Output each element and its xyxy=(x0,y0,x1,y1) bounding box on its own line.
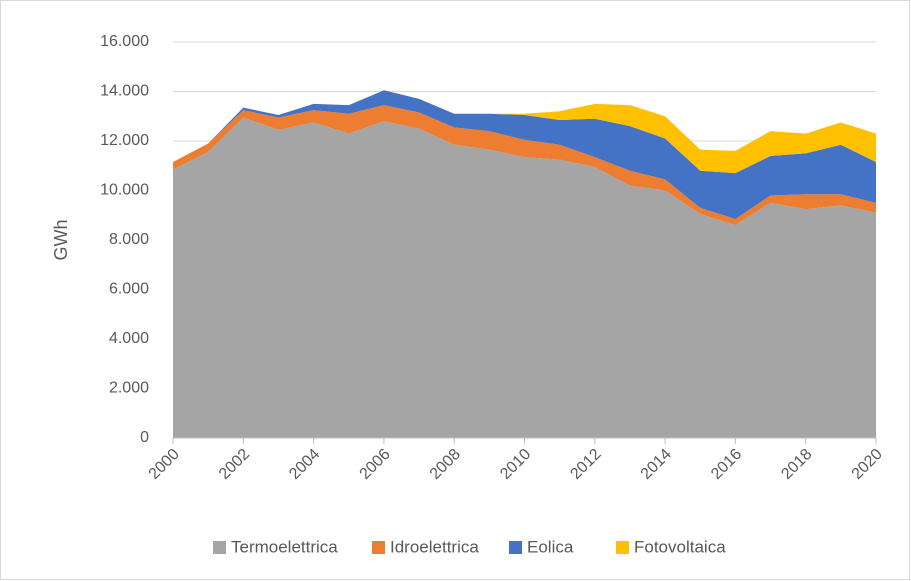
y-tick-label: 2.000 xyxy=(109,380,149,397)
area xyxy=(173,105,876,226)
y-tick-label: 10.000 xyxy=(100,182,149,199)
legend-label: Idroelettrica xyxy=(390,537,479,556)
y-tick-label: 16.000 xyxy=(100,33,149,50)
area xyxy=(173,90,876,174)
legend-label: Termoelettrica xyxy=(231,537,338,556)
y-tick-label: 8.000 xyxy=(109,231,149,248)
y-tick-label: 14.000 xyxy=(100,83,149,100)
y-tick-label: 4.000 xyxy=(109,330,149,347)
legend-swatch xyxy=(509,541,522,554)
area xyxy=(173,117,876,439)
legend-label: Eolica xyxy=(527,537,574,556)
area xyxy=(173,90,876,219)
legend-label: Fotovoltaica xyxy=(634,537,726,556)
y-tick-label: 12.000 xyxy=(100,132,149,149)
y-tick-label: 0 xyxy=(140,429,149,446)
y-tick-label: 6.000 xyxy=(109,281,149,298)
y-axis-label: GWh xyxy=(51,219,71,260)
legend-swatch xyxy=(213,541,226,554)
legend-swatch xyxy=(616,541,629,554)
legend-swatch xyxy=(372,541,385,554)
